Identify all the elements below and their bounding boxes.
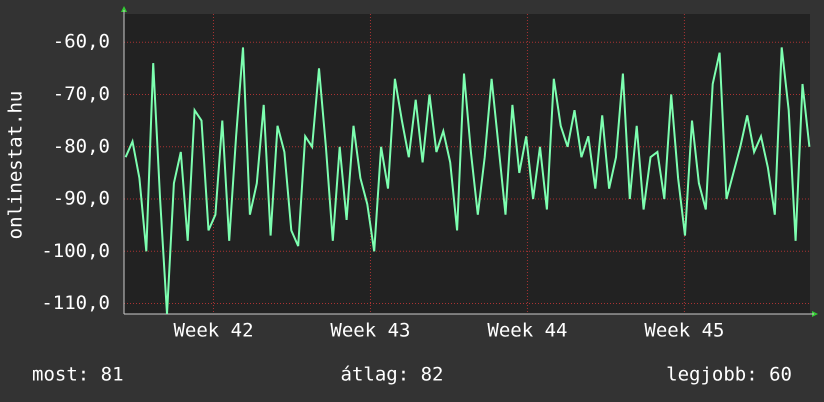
x-tick-label: Week 44 <box>487 320 567 342</box>
y-tick-label: -60,0 <box>53 31 110 53</box>
y-tick-label: -80,0 <box>53 135 110 157</box>
x-tick-label: Week 45 <box>644 320 724 342</box>
y-tick-label: -70,0 <box>53 83 110 105</box>
footer-best: legjobb: 60 <box>666 364 792 386</box>
footer-current: most: 81 <box>32 364 124 386</box>
footer-average: átlag: 82 <box>341 364 444 386</box>
y-tick-label: -100,0 <box>41 240 110 262</box>
y-axis-label: onlinestat.hu <box>5 91 27 240</box>
y-tick-label: -110,0 <box>41 292 110 314</box>
x-tick-label: Week 43 <box>330 320 410 342</box>
data-line <box>124 47 811 315</box>
axis-arrow <box>812 311 818 317</box>
y-tick-label: -90,0 <box>53 188 110 210</box>
axis-arrow <box>121 6 127 12</box>
plot-area <box>124 14 810 314</box>
x-tick-label: Week 42 <box>173 320 253 342</box>
